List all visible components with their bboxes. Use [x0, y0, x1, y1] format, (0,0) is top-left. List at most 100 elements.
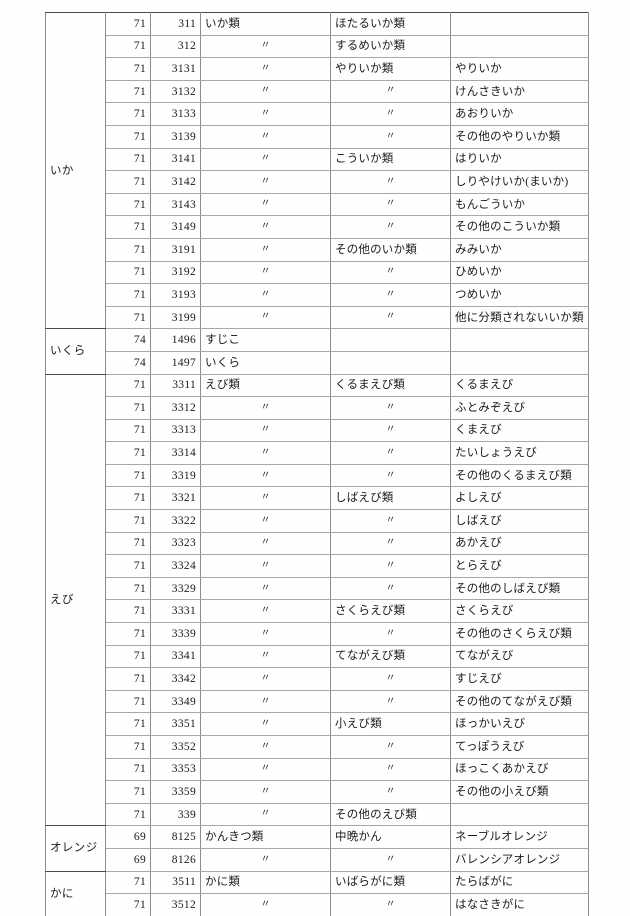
subcategory-cell: 〃 [330, 667, 451, 691]
table-row: 71 3319 〃〃その他のくるまえび類 [46, 463, 589, 488]
group-label: いか [45, 11, 106, 330]
table-row: 71 3353 〃〃ほっこくあかえび [46, 757, 589, 782]
category-cell: 〃 [200, 689, 331, 714]
code-major-cell: 74 [105, 328, 151, 352]
table-row: 71 3141 〃こういか類 はりいか [46, 147, 589, 172]
category-cell: 〃 [200, 531, 331, 556]
code-major-cell: 71 [105, 373, 151, 398]
table-row: いくら 74 1496 すじこ [45, 328, 589, 375]
table-row: 71 3349 〃〃その他のてながえび類 [46, 689, 589, 714]
code-major-cell: 71 [105, 260, 151, 285]
subcategory-cell: こういか類 [330, 147, 451, 172]
subcategory-cell: 〃 [330, 170, 451, 194]
code-major-cell: 71 [105, 644, 151, 669]
code-item-cell: 3331 [150, 599, 201, 624]
category-cell: いか類 [200, 12, 331, 36]
group-label: えび [45, 373, 106, 827]
table-row: 71 3131 〃やりいか類 やりいか [46, 57, 589, 81]
table-row: 71 3132 〃〃けんさきいか [46, 79, 589, 104]
category-cell: かに類 [200, 870, 331, 895]
code-major-cell: 71 [105, 441, 151, 465]
species-cell: ほっこくあかえび [450, 757, 589, 782]
code-item-cell: 3323 [150, 531, 201, 556]
species-cell: しりやけいか(まいか) [450, 170, 589, 194]
category-cell: かんきつ類 [200, 825, 331, 849]
code-item-cell: 1496 [150, 328, 201, 352]
classification-table-body: いか 71 311 いか類 ほたるいか類 71 312 〃するめいか類 71 3131 〃やりいか類… [45, 11, 589, 916]
code-major-cell: 71 [105, 486, 151, 511]
table-row: 71 3341 〃てながえび類 てながえび [46, 644, 589, 669]
table-row: 71 3339 〃〃その他のさくらえび類 [46, 622, 589, 646]
category-cell: 〃 [200, 170, 331, 194]
table-row: 71 312 〃するめいか類 [46, 34, 589, 59]
category-cell: 〃 [200, 283, 331, 307]
subcategory-cell: 小えび類 [330, 712, 451, 736]
code-major-cell: 74 [105, 350, 151, 375]
category-cell: 〃 [200, 802, 331, 827]
subcategory-cell: 〃 [330, 418, 451, 443]
category-cell: 〃 [200, 554, 331, 578]
code-major-cell: 71 [105, 599, 151, 624]
code-item-cell: 3511 [150, 870, 201, 895]
subcategory-cell: 〃 [330, 757, 451, 782]
category-cell: 〃 [200, 667, 331, 691]
code-item-cell: 3191 [150, 237, 201, 262]
code-item-cell: 3131 [150, 57, 201, 81]
table-row: 69 8126 〃〃バレンシアオレンジ [46, 847, 589, 872]
code-item-cell: 8126 [150, 847, 201, 872]
species-cell: たらばがに [450, 870, 589, 895]
code-major-cell: 71 [105, 237, 151, 262]
code-major-cell: 71 [105, 79, 151, 104]
subcategory-cell: 〃 [330, 79, 451, 104]
species-cell: その他のさくらえび類 [450, 622, 589, 646]
code-item-cell: 3319 [150, 463, 201, 488]
code-item-cell: 311 [150, 12, 201, 36]
code-item-cell: 3141 [150, 147, 201, 172]
code-major-cell: 71 [105, 870, 151, 895]
code-major-cell: 71 [105, 12, 151, 36]
table-row: オレンジ 69 8125 かんきつ類 中晩かん ネーブルオレンジ [45, 825, 589, 872]
category-cell: 〃 [200, 237, 331, 262]
subcategory-cell: 〃 [330, 396, 451, 420]
table-row: 71 3342 〃〃すじえび [46, 667, 589, 691]
table-row: 71 3313 〃〃くまえび [46, 418, 589, 443]
species-cell: はなさきがに [450, 893, 589, 916]
table-row: かに 71 3511 かに類 いばらがに類 たらばがに [45, 870, 589, 916]
category-cell: 〃 [200, 260, 331, 285]
species-cell: ふとみぞえび [450, 396, 589, 420]
code-item-cell: 3342 [150, 667, 201, 691]
code-major-cell: 71 [105, 34, 151, 59]
category-cell: 〃 [200, 192, 331, 217]
code-major-cell: 69 [105, 825, 151, 849]
species-cell: すじえび [450, 667, 589, 691]
code-major-cell: 71 [105, 893, 151, 916]
species-cell: その他の小えび類 [450, 780, 589, 804]
category-cell: いくら [200, 350, 331, 375]
table-row: えび 71 3311 えび類 くるまえび類 くるまえび [45, 373, 589, 827]
subcategory-cell [330, 328, 451, 352]
code-item-cell: 3321 [150, 486, 201, 511]
subcategory-cell: さくらえび類 [330, 599, 451, 624]
code-major-cell: 71 [105, 667, 151, 691]
subcategory-cell: 〃 [330, 735, 451, 759]
subcategory-cell: するめいか類 [330, 34, 451, 59]
table-row: 71 3191 〃その他のいか類 みみいか [46, 237, 589, 262]
code-item-cell: 3149 [150, 215, 201, 239]
category-cell: すじこ [200, 328, 331, 352]
code-major-cell: 71 [105, 57, 151, 81]
code-item-cell: 3349 [150, 689, 201, 714]
code-item-cell: 3359 [150, 780, 201, 804]
classification-table: いか 71 311 いか類 ほたるいか類 71 312 〃するめいか類 71 3131 〃やりいか類… [45, 11, 589, 916]
code-major-cell: 71 [105, 554, 151, 578]
table-row: 71 3133 〃〃あおりいか [46, 102, 589, 126]
subcategory-cell: 〃 [330, 441, 451, 465]
species-cell: もんごういか [450, 192, 589, 217]
table-row: 71 3142 〃〃しりやけいか(まいか) [46, 170, 589, 194]
code-item-cell: 3143 [150, 192, 201, 217]
code-major-cell: 69 [105, 847, 151, 872]
code-major-cell: 71 [105, 305, 151, 330]
category-cell: 〃 [200, 215, 331, 239]
table-row: 71 3139 〃〃その他のやりいか類 [46, 124, 589, 149]
subcategory-cell: その他のいか類 [330, 237, 451, 262]
species-cell: バレンシアオレンジ [450, 847, 589, 872]
